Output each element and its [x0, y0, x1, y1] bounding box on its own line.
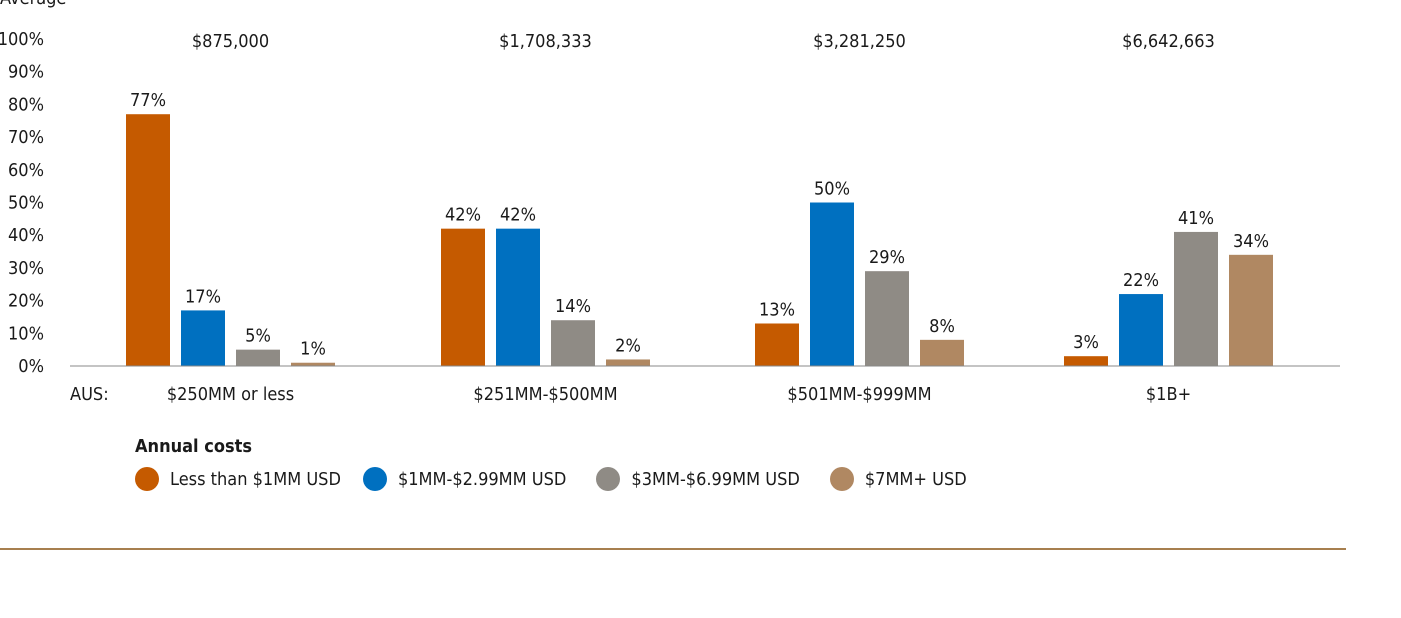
bar-value-label: 13% [759, 299, 795, 320]
bar-marks [126, 114, 1273, 367]
x-axis-category-labels: $250MM or less $251MM-$500MM $501MM-$999MM… [167, 384, 1191, 405]
y-tick-label: 60% [8, 160, 44, 181]
bar-value-label: 8% [929, 316, 955, 337]
x-axis-prefix: AUS: [70, 384, 109, 405]
y-tick-label: 40% [8, 225, 44, 246]
bar [1174, 231, 1218, 366]
group-average-labels: $875,000 $1,708,333 $3,281,250 $6,642,663 [192, 31, 1215, 52]
bar-value-label: 5% [245, 326, 271, 347]
group-average-label: $6,642,663 [1122, 31, 1215, 52]
bar [496, 228, 540, 366]
bar [1229, 254, 1273, 366]
bar-value-label: 77% [130, 90, 166, 111]
bar [291, 362, 335, 366]
legend-label: $1MM-$2.99MM USD [397, 468, 567, 490]
y-tick-label: 20% [8, 291, 44, 312]
y-tick-label: 50% [8, 193, 44, 214]
x-category-label: $501MM-$999MM [787, 384, 931, 405]
bar [810, 202, 854, 366]
bar [1064, 356, 1108, 366]
bar-value-label: 3% [1073, 332, 1099, 353]
legend-label: $3MM-$6.99MM USD [631, 468, 800, 490]
y-tick-label: 90% [8, 62, 44, 83]
bar-value-label: 34% [1233, 231, 1269, 252]
y-tick-label: 80% [8, 94, 44, 115]
bar [755, 323, 799, 366]
legend-item: $1MM-$2.99MM USD [362, 467, 567, 491]
legend-item: $7MM+ USD [829, 467, 967, 491]
bar [551, 320, 595, 366]
bar [126, 114, 170, 367]
bar-value-label: 17% [185, 286, 221, 307]
bar-value-label: 42% [500, 205, 536, 226]
legend-label: $7MM+ USD [864, 468, 967, 490]
bar [606, 359, 650, 366]
legend-item: $3MM-$6.99MM USD [596, 467, 800, 491]
x-category-label: $1B+ [1146, 384, 1191, 405]
x-category-label: $251MM-$500MM [473, 384, 617, 405]
bar [920, 339, 964, 366]
bar-value-label: 29% [869, 247, 905, 268]
y-tick-label: 0% [18, 356, 44, 377]
group-average-label: $1,708,333 [499, 31, 592, 52]
y-tick-label: 30% [8, 258, 44, 279]
bar [441, 228, 485, 366]
bar-value-label: 22% [1123, 270, 1159, 291]
legend-swatch [135, 467, 159, 491]
legend-swatch [596, 467, 621, 491]
bar [1119, 294, 1163, 366]
bar [181, 310, 225, 366]
y-tick-label: 100% [0, 29, 44, 50]
bar-value-label: 50% [814, 179, 850, 200]
bar-value-label: 14% [555, 296, 591, 317]
group-average-label: $875,000 [192, 31, 269, 52]
legend: Annual costs Less than $1MM USD $1MM-$2.9… [135, 436, 967, 491]
legend-swatch [362, 467, 387, 491]
bar-value-label: 42% [445, 205, 481, 226]
y-tick-label: 10% [8, 323, 44, 344]
y-axis-ticks: 0% 10% 20% 30% 40% 50% 60% 70% 80% 90% 100% [0, 29, 44, 377]
axis-corner-label: Average [0, 0, 66, 9]
legend-swatch [829, 467, 854, 491]
bar-chart: Average 0% 10% 20% 30% 40% 50% 60% 70% 80% 90% 100… [0, 0, 1340, 405]
group-average-label: $3,281,250 [813, 31, 906, 52]
legend-items: Less than $1MM USD $1MM-$2.99MM USD $3MM-$… [135, 467, 967, 491]
bar [236, 349, 280, 366]
x-category-label: $250MM or less [167, 384, 294, 405]
y-tick-label: 70% [8, 127, 44, 148]
legend-item: Less than $1MM USD [135, 467, 341, 491]
bar-value-label: 41% [1178, 208, 1214, 229]
bar-data-labels: 77% 17% 5% 1% 42% 42% 14% 2% 13% 50% 29% 8% 3% 22% 41%… [130, 90, 1269, 360]
legend-label: Less than $1MM USD [170, 468, 341, 490]
bar [865, 271, 909, 366]
bar-value-label: 1% [300, 339, 326, 360]
bar-value-label: 2% [615, 335, 641, 356]
divider-line [0, 548, 1346, 550]
legend-title: Annual costs [135, 436, 252, 457]
